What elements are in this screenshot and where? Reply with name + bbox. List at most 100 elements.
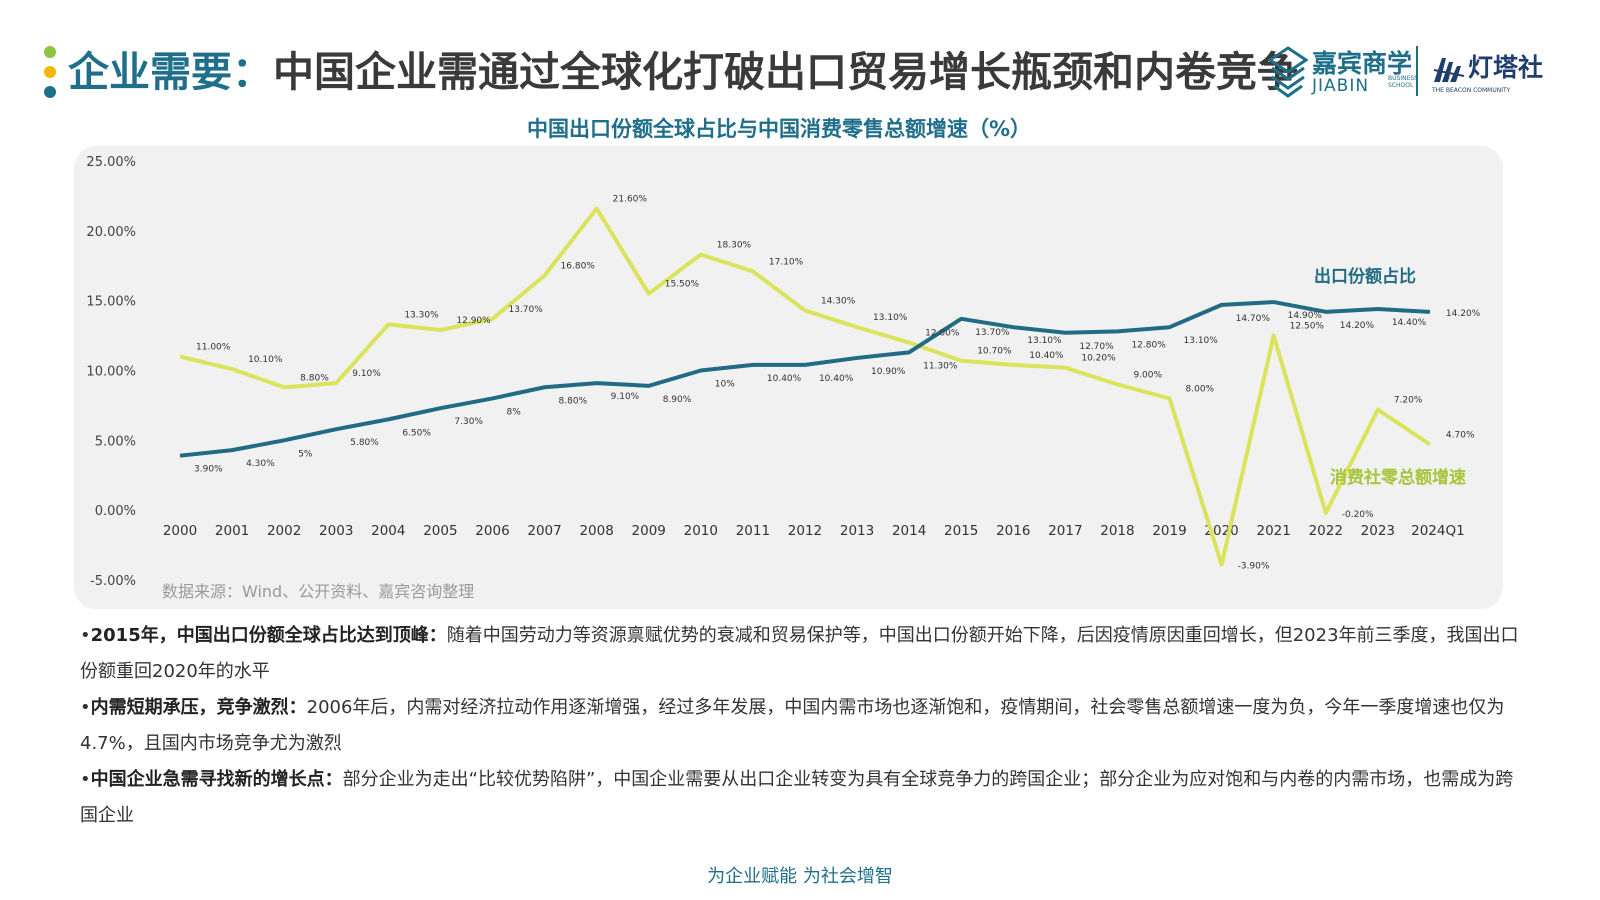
bullet-list: •2015年，中国出口份额全球占比达到顶峰：随着中国劳动力等资源禀赋优势的衰减和… [80, 618, 1520, 834]
data-label-retail: 21.60% [613, 194, 648, 204]
beacon-name: 灯塔社 [1468, 53, 1544, 82]
line-chart: 25.00% 20.00% 15.00% 10.00% 5.00% 0.00% -5.00%… [86, 155, 1481, 589]
x-tick-label: 2024Q1 [1411, 523, 1465, 539]
bullet-marker: • [80, 625, 91, 646]
jiabin-logo-icon [1268, 46, 1308, 98]
data-label-export: 14.20% [1340, 321, 1375, 331]
x-tick-label: 2023 [1361, 523, 1395, 539]
data-label-export: 8% [506, 407, 521, 417]
series-name-export: 出口份额占比 [1314, 266, 1416, 287]
beacon-logo-icon [1433, 58, 1465, 82]
x-tick-label: 2006 [475, 523, 509, 539]
data-label-export: 13.10% [1027, 336, 1062, 346]
x-tick-label: 2005 [423, 523, 457, 539]
data-label-export: 11.30% [923, 361, 958, 371]
data-label-retail: 7.20% [1394, 396, 1423, 406]
data-label-retail: 18.30% [717, 241, 752, 251]
data-label-export: 6.50% [402, 428, 431, 438]
data-label-export: 10% [715, 380, 735, 390]
data-label-retail: 9.10% [352, 369, 381, 379]
data-label-retail: 10.20% [1081, 354, 1116, 364]
brand-sub: BUSINESS SCHOOL [1388, 75, 1418, 89]
x-tick-label: 2001 [215, 523, 249, 539]
blue-dot [44, 86, 56, 98]
data-label-retail: 8.00% [1186, 384, 1215, 394]
data-label-retail: 10.10% [248, 355, 283, 365]
data-label-export: 14.90% [1288, 311, 1323, 321]
x-tick-label: 2009 [632, 523, 666, 539]
x-tick-label: 2019 [1152, 523, 1186, 539]
brand-logos: 嘉宾商学 JIABIN BUSINESS SCHOOL 灯塔社 THE BEAC… [1268, 42, 1568, 102]
data-label-retail: 4.70% [1446, 431, 1475, 441]
data-label-retail: 10.40% [1029, 351, 1064, 361]
data-label-retail: 13.10% [873, 313, 908, 323]
footer-slogan: 为企业赋能 为社会增智 [707, 866, 893, 887]
data-label-retail: 17.10% [769, 257, 804, 267]
data-label-export: 10.40% [819, 374, 854, 384]
data-label-retail: 15.50% [665, 280, 700, 290]
data-label-export: 5.80% [350, 438, 379, 448]
data-label-retail: 11.00% [196, 343, 231, 353]
data-label-retail: 13.30% [404, 310, 439, 320]
x-tick-label: 2022 [1309, 523, 1343, 539]
y-tick-label: 20.00% [86, 225, 136, 240]
data-label-retail: 14.30% [821, 296, 856, 306]
yellow-dot [44, 66, 56, 78]
x-tick-label: 2012 [788, 523, 822, 539]
brand-name: 嘉宾商学 [1312, 49, 1413, 78]
x-tick-label: 2004 [371, 523, 405, 539]
x-tick-label: 2002 [267, 523, 301, 539]
x-tick-label: 2021 [1257, 523, 1291, 539]
data-label-export: 8.80% [559, 396, 588, 406]
y-tick-label: 15.00% [86, 295, 136, 310]
data-label-export: 14.70% [1236, 314, 1271, 324]
bullet-text: 部分企业为走出“比较优势陷阱”，中国企业需要从出口企业转变为具有全球竞争力的跨国… [80, 769, 1514, 826]
x-tick-label: 2018 [1100, 523, 1134, 539]
data-label-retail: 10.70% [977, 347, 1012, 357]
y-tick-label: 10.00% [86, 365, 136, 380]
bullet-heading: 2015年，中国出口份额全球占比达到顶峰： [90, 625, 447, 646]
series-line-retail [179, 206, 1432, 567]
data-label-retail: 12.00% [925, 329, 960, 339]
bullet-heading: 中国企业急需寻找新的增长点： [90, 769, 343, 790]
data-label-retail: -0.20% [1342, 510, 1374, 520]
bullet-text: 随着中国劳动力等资源禀赋优势的衰减和贸易保护等，中国出口份额开始下降，后因疫情原… [80, 625, 1519, 682]
bullet-heading: 内需短期承压，竞争激烈： [90, 697, 307, 718]
data-label-export: 13.10% [1184, 336, 1219, 346]
data-label-export: 5% [298, 449, 313, 459]
x-tick-label: 2003 [319, 523, 353, 539]
bullet-marker: • [80, 697, 91, 718]
bullet-text: 2006年后，内需对经济拉动作用逐渐增强，经过多年发展，中国内需市场也逐渐饱和，… [80, 697, 1505, 754]
data-label-export: 9.10% [611, 392, 640, 402]
page-title: 企业需要：中国企业需通过全球化打破出口贸易增长瓶颈和内卷竞争 [68, 42, 1298, 102]
beacon-en: THE BEACON COMMUNITY [1432, 87, 1511, 94]
data-label-export: 7.30% [454, 417, 483, 427]
brand-en: JIABIN [1312, 76, 1370, 96]
data-label-retail: 12.90% [456, 316, 491, 326]
x-tick-label: 2011 [736, 523, 770, 539]
x-tick-label: 2015 [944, 523, 978, 539]
title-bullet-dots [44, 46, 58, 98]
x-tick-label: 2010 [684, 523, 718, 539]
x-tick-label: 2016 [996, 523, 1030, 539]
data-label-export: 14.20% [1446, 309, 1481, 319]
data-label-retail: 9.00% [1133, 370, 1162, 380]
chart-panel: 25.00% 20.00% 15.00% 10.00% 5.00% 0.00% -5.00%… [74, 146, 1503, 609]
data-label-export: 12.70% [1079, 342, 1114, 352]
brand-divider [1416, 46, 1418, 96]
data-label-retail: 13.70% [508, 305, 543, 315]
data-label-export: 3.90% [194, 465, 223, 475]
series-line-export [179, 300, 1431, 458]
data-source: 数据来源：Wind、公开资料、嘉宾咨询整理 [162, 582, 475, 601]
header: 企业需要：中国企业需通过全球化打破出口贸易增长瓶颈和内卷竞争 嘉宾商学 JIAB… [0, 0, 1600, 110]
y-tick-label: 5.00% [95, 434, 136, 449]
page-title-rest: 中国企业需通过全球化打破出口贸易增长瓶颈和内卷竞争 [273, 48, 1298, 96]
data-label-export: 13.70% [975, 328, 1010, 338]
chart-title: 中国出口份额全球占比与中国消费零售总额增速（%） [526, 117, 1032, 141]
x-tick-label: 2014 [892, 523, 926, 539]
series-name-retail: 消费社零总额增速 [1330, 467, 1466, 488]
x-tick-label: 2007 [527, 523, 561, 539]
x-tick-label: 2017 [1048, 523, 1082, 539]
data-label-export: 10.90% [871, 367, 906, 377]
bullet-marker: • [80, 769, 91, 790]
